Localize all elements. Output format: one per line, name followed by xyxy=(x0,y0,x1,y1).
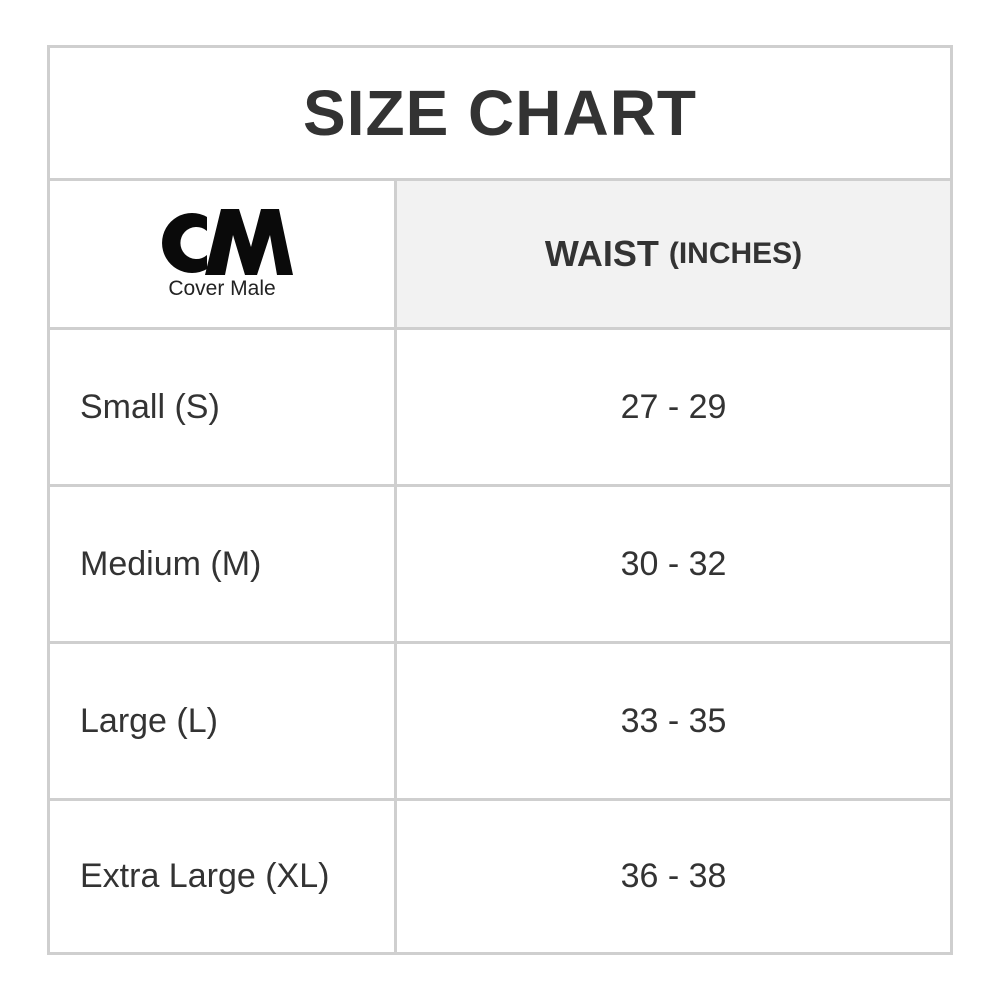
waist-cell: 36 - 38 xyxy=(620,857,727,895)
size-cell: Large (L) xyxy=(50,644,397,798)
waist-cell: 30 - 32 xyxy=(620,544,727,583)
table-row: Extra Large (XL) 36 - 38 xyxy=(50,801,950,952)
table-row: Medium (M) 30 - 32 xyxy=(50,487,950,644)
size-chart-table: SIZE CHART Cover Male WAIST (INCHES) Smal… xyxy=(47,45,953,955)
cm-logo-mark xyxy=(162,209,293,275)
logo-name: Cover Male xyxy=(168,277,276,300)
page-title: SIZE CHART xyxy=(50,48,950,181)
waist-cell: 33 - 35 xyxy=(620,701,727,740)
waist-header-label: WAIST xyxy=(544,233,659,274)
waist-header: WAIST (INCHES) xyxy=(397,181,950,327)
size-cell: Medium (M) xyxy=(50,487,397,641)
header-row: Cover Male WAIST (INCHES) xyxy=(50,181,950,330)
size-cell: Small (S) xyxy=(50,330,397,484)
table-row: Large (L) 33 - 35 xyxy=(50,644,950,801)
table-row: Small (S) 27 - 29 xyxy=(50,330,950,487)
size-cell: Extra Large (XL) xyxy=(50,801,397,952)
logo-cell: Cover Male xyxy=(50,181,397,327)
waist-header-unit: (INCHES) xyxy=(668,237,803,270)
waist-cell: 27 - 29 xyxy=(620,387,727,426)
cover-male-logo: Cover Male xyxy=(147,207,297,301)
